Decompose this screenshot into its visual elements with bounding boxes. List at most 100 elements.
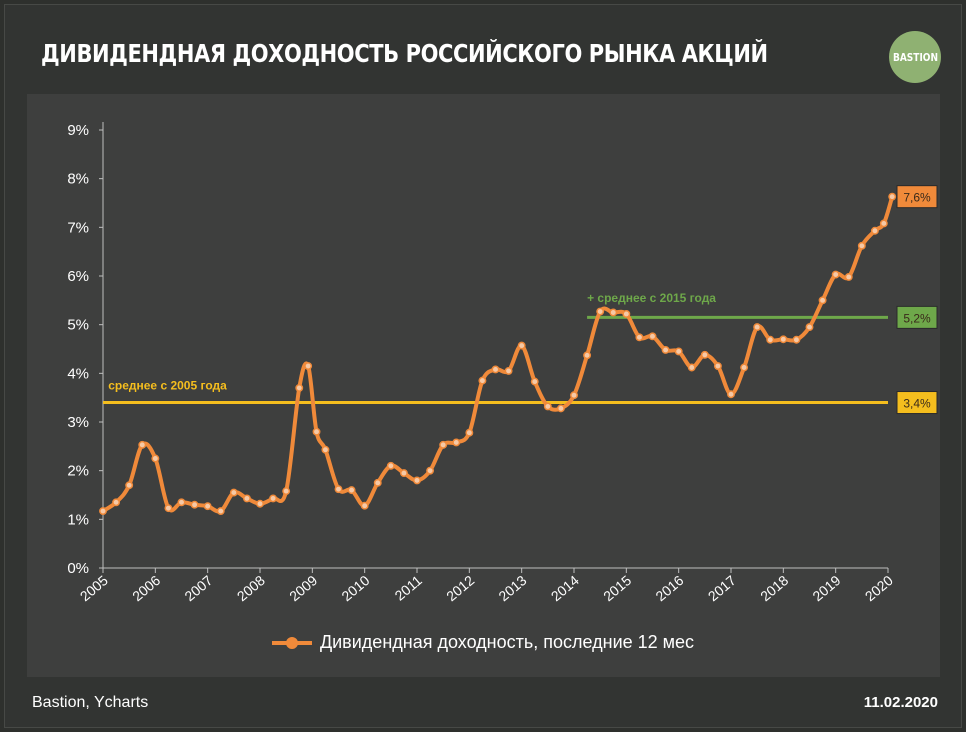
data-point (713, 362, 722, 370)
data-point (465, 428, 474, 437)
data-point (570, 391, 578, 400)
x-tick-label: 2010 (338, 572, 372, 604)
data-point (99, 507, 107, 516)
x-tick-label: 2020 (862, 572, 896, 604)
data-point (879, 219, 888, 228)
data-point (491, 365, 500, 374)
y-tick-label: 9% (67, 122, 89, 139)
legend-line-marker-icon (271, 636, 312, 650)
end-label-text: 5,2% (903, 311, 931, 325)
legend-label: Дивидендная доходность, последние 12 мес (319, 632, 695, 652)
y-tick-label: 2% (67, 463, 89, 480)
x-tick-label: 2018 (757, 572, 791, 604)
dividend-yield-line (101, 194, 895, 514)
data-point (334, 485, 343, 494)
data-point (413, 476, 421, 485)
data-point (818, 296, 827, 305)
data-point (229, 488, 238, 497)
data-point (740, 363, 749, 372)
data-point (596, 307, 605, 316)
data-point (687, 363, 696, 372)
data-point (125, 481, 134, 490)
y-tick-label: 0% (67, 560, 89, 577)
x-tick-label: 2013 (495, 572, 529, 604)
data-point (857, 241, 866, 250)
data-point (177, 498, 186, 507)
data-point (504, 366, 513, 375)
data-point (870, 226, 879, 235)
dividend-yield-chart: 0%1%2%3%4%5%6%7%8%9%2005 2006 2007 2008 2009… (67, 122, 938, 604)
data-point (583, 351, 592, 360)
data-point (216, 507, 225, 516)
end-label-text: 7,6% (903, 191, 931, 205)
data-point (242, 494, 251, 503)
data-point (321, 445, 330, 454)
footer-date: 11.02.2020 (863, 694, 938, 711)
end-label-box (896, 305, 938, 329)
data-point (609, 308, 618, 317)
y-tick-label: 4% (67, 365, 89, 382)
y-tick-label: 1% (67, 511, 89, 528)
data-point (151, 454, 160, 463)
footer-source: Bastion, Ycharts (32, 694, 149, 711)
end-label-text: 3,4% (903, 397, 931, 411)
data-point (312, 427, 321, 436)
data-point (635, 333, 644, 342)
x-tick-label: 2017 (705, 572, 739, 604)
x-tick-label: 2011 (392, 572, 426, 604)
x-tick-label: 2009 (286, 572, 320, 604)
data-point (138, 440, 147, 449)
y-tick-label: 3% (67, 414, 89, 431)
data-point (888, 192, 897, 201)
data-point (766, 335, 775, 344)
end-label: 7,6% (896, 185, 938, 209)
logo-text: BASTION (892, 50, 938, 64)
data-point (164, 504, 173, 513)
data-point (203, 502, 212, 511)
data-point (805, 323, 814, 332)
data-point (674, 347, 683, 356)
bastion-logo: BASTION (889, 31, 941, 83)
data-point (269, 494, 278, 503)
average-annotation: среднее с 2005 года (108, 379, 227, 393)
data-point (347, 486, 356, 495)
x-tick-label: 2016 (652, 572, 686, 604)
average-annotation: + среднее с 2015 года (587, 291, 716, 305)
data-point (779, 335, 788, 344)
data-point (426, 466, 435, 475)
data-point (452, 438, 461, 447)
page-title: ДИВИДЕНДНАЯ ДОХОДНОСТЬ РОССИЙСКОГО РЫНКА… (41, 39, 768, 68)
data-point (622, 310, 631, 318)
data-point (661, 346, 670, 354)
end-label-box (896, 391, 938, 415)
data-point (517, 341, 526, 350)
data-point (530, 377, 539, 386)
x-tick-label: 2014 (548, 572, 582, 604)
chart-panel: 0% 1% 2% 3% 4% 5% 6% 7% 8% 9% 2005 2006 2007 2008 2009… (27, 94, 940, 677)
data-point (648, 332, 657, 341)
data-point (360, 501, 369, 510)
x-tick-label: 2008 (234, 572, 268, 604)
data-point (727, 390, 735, 399)
x-tick-label: 2006 (129, 572, 163, 604)
data-point (190, 500, 199, 509)
end-label: 5,2% (896, 305, 938, 329)
x-tick-label: 2019 (809, 572, 843, 604)
y-tick-label: 8% (67, 171, 89, 188)
data-point (556, 404, 565, 413)
data-point (295, 383, 304, 392)
data-point (543, 402, 552, 411)
end-label-box (896, 185, 938, 209)
y-tick-label: 5% (67, 317, 89, 334)
data-point (386, 461, 395, 470)
x-tick-label: 2007 (181, 572, 215, 604)
data-point (831, 270, 840, 279)
data-point (112, 498, 121, 507)
data-point (304, 362, 313, 370)
y-tick-label: 6% (67, 268, 89, 285)
data-point (399, 469, 408, 478)
data-point (792, 335, 801, 344)
chart-legend: Дивидендная доходность, последние 12 мес (0, 632, 966, 653)
data-point (373, 478, 382, 487)
x-tick-label: 2012 (443, 572, 477, 604)
